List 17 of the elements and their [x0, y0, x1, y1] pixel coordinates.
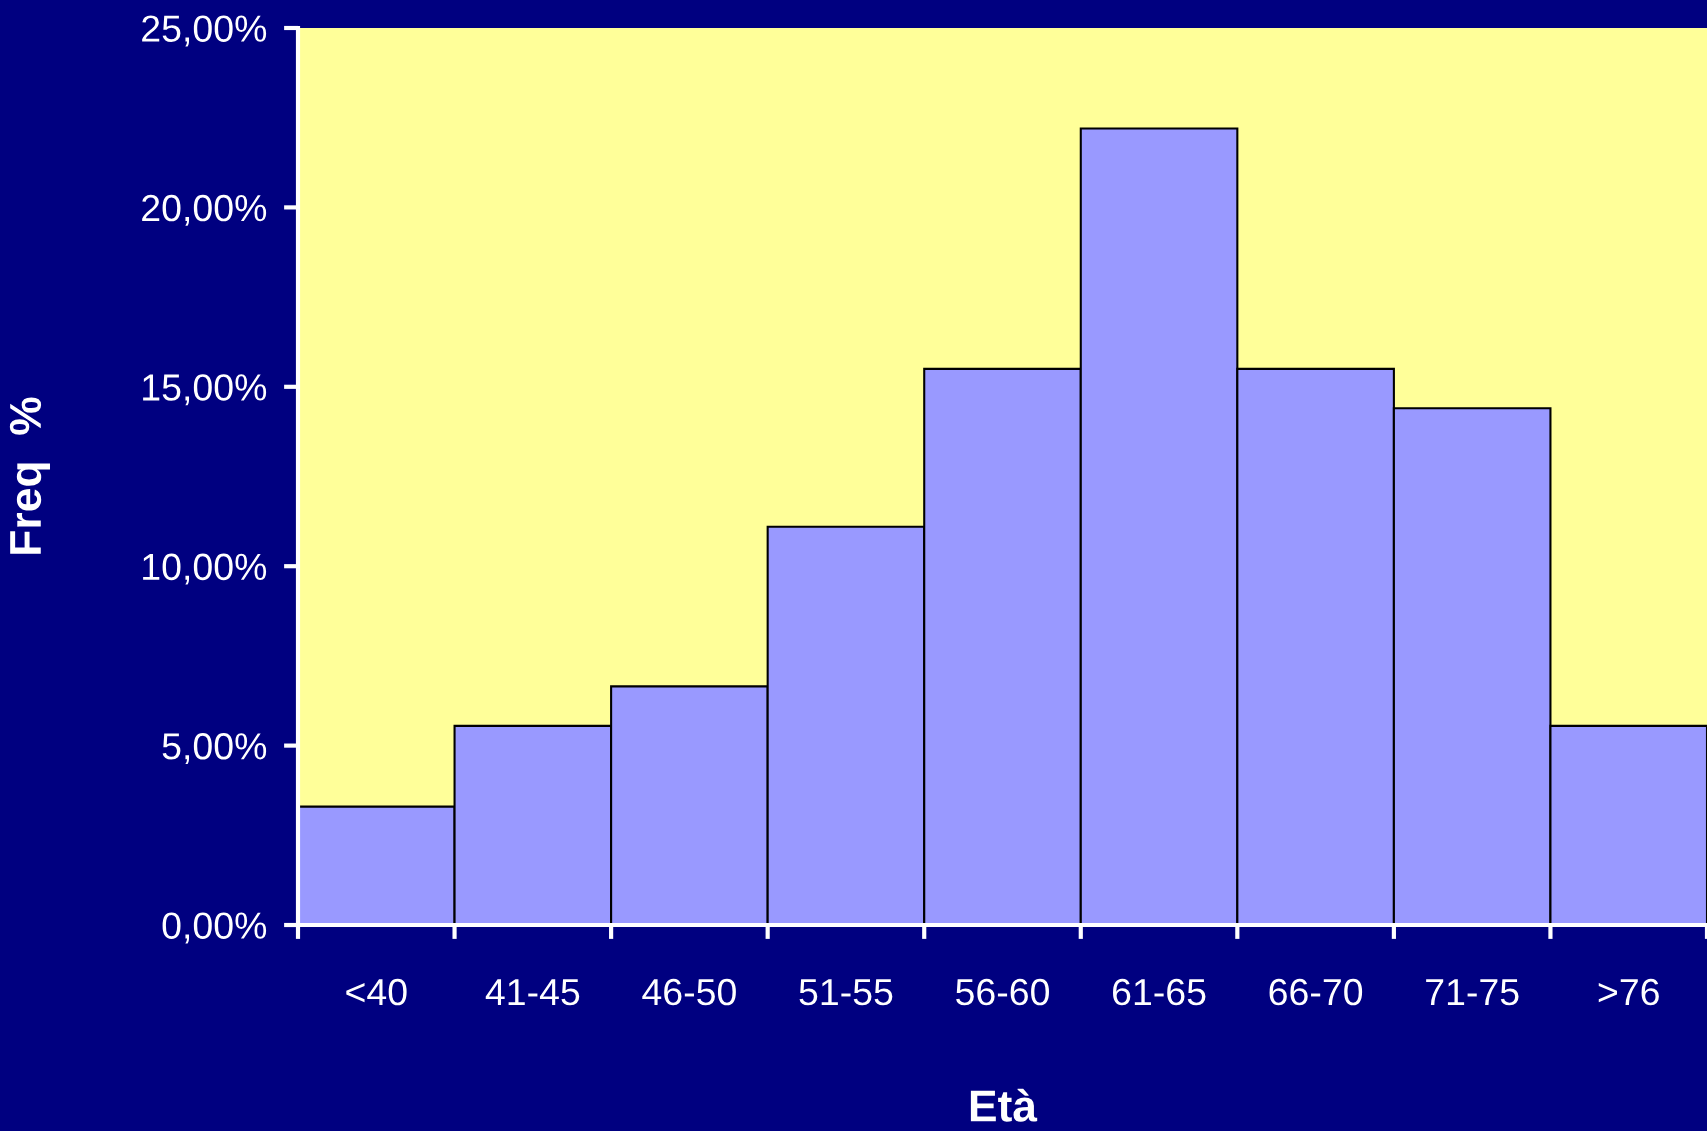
x-tick-label: 61-65	[1113, 978, 1206, 1006]
x-tick-label: >76	[1598, 978, 1659, 1006]
x-tick-label: 46-50	[642, 978, 736, 1006]
y-tick-label: 5,00%	[162, 733, 267, 764]
y-axis-title: Freq %	[9, 397, 50, 554]
y-tick-label: 10,00%	[143, 553, 267, 585]
y-tick-label: 15,00%	[143, 374, 267, 406]
x-axis-title: Età	[970, 1088, 1038, 1122]
y-tick-label: 20,00%	[142, 194, 267, 226]
x-tick-label: 56-60	[956, 978, 1049, 1006]
x-tick-label: 66-70	[1269, 978, 1363, 1006]
x-tick-label: <40	[346, 978, 407, 1006]
y-tick-label: 0,00%	[162, 912, 267, 944]
x-tick-label: 71-75	[1426, 979, 1519, 1006]
y-tick-label: 25,00%	[142, 15, 267, 47]
x-tick-label: 51-55	[799, 979, 893, 1006]
x-tick-label: 41-45	[485, 979, 580, 1006]
